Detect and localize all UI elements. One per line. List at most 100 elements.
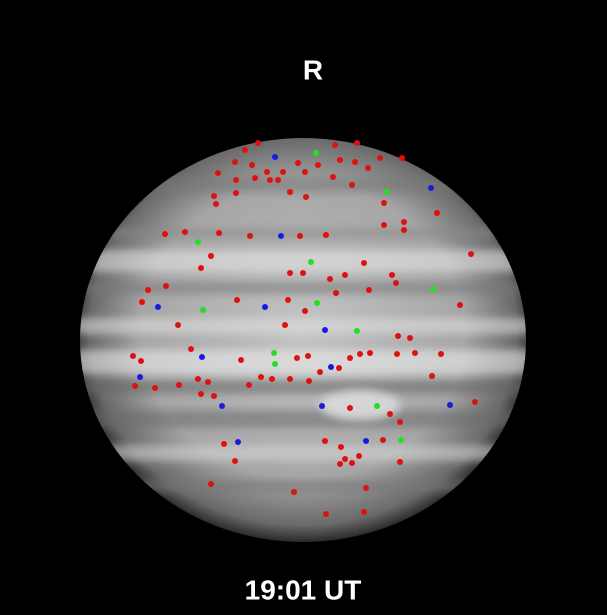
feature-dot <box>323 511 329 517</box>
feature-dot <box>328 364 334 370</box>
feature-dot <box>398 437 404 443</box>
jupiter-image: R 19:01 UT <box>0 0 607 615</box>
page: R 19:01 UT (() => { const data = JSON.pa… <box>0 0 607 615</box>
feature-dot <box>287 189 293 195</box>
feature-dot <box>349 460 355 466</box>
feature-dot <box>282 322 288 328</box>
feature-dot <box>429 373 435 379</box>
feature-dot <box>363 485 369 491</box>
feature-dot <box>294 355 300 361</box>
feature-dot <box>297 233 303 239</box>
feature-dot <box>303 194 309 200</box>
feature-dot <box>233 177 239 183</box>
feature-dot <box>188 346 194 352</box>
feature-dot <box>285 297 291 303</box>
feature-dot <box>472 399 478 405</box>
feature-dot <box>315 162 321 168</box>
feature-dot <box>271 350 277 356</box>
feature-dot <box>234 297 240 303</box>
feature-dot <box>399 155 405 161</box>
feature-dot <box>287 376 293 382</box>
feature-dot <box>361 260 367 266</box>
feature-dot <box>291 489 297 495</box>
feature-dot <box>198 391 204 397</box>
feature-dot <box>330 174 336 180</box>
feature-dot <box>249 162 255 168</box>
feature-dot <box>267 177 273 183</box>
feature-dot <box>354 328 360 334</box>
feature-dot <box>430 286 436 292</box>
feature-dot <box>232 458 238 464</box>
feature-dot <box>361 509 367 515</box>
feature-dot <box>397 459 403 465</box>
feature-dot <box>233 190 239 196</box>
feature-dot <box>313 150 319 156</box>
feature-dot <box>401 227 407 233</box>
feature-dot <box>308 259 314 265</box>
feature-dot <box>367 350 373 356</box>
feature-dot <box>200 307 206 313</box>
feature-dot <box>211 393 217 399</box>
feature-dot <box>389 272 395 278</box>
feature-dot <box>182 229 188 235</box>
feature-dot <box>175 322 181 328</box>
feature-dot <box>138 358 144 364</box>
feature-dot <box>337 157 343 163</box>
feature-dot <box>468 251 474 257</box>
feature-dot <box>457 302 463 308</box>
feature-dot <box>352 159 358 165</box>
feature-dot <box>130 353 136 359</box>
feature-dot <box>306 378 312 384</box>
feature-dot <box>205 379 211 385</box>
feature-dot <box>195 239 201 245</box>
feature-dot <box>213 201 219 207</box>
feature-dot <box>264 169 270 175</box>
feature-dot <box>337 461 343 467</box>
feature-dot <box>381 200 387 206</box>
feature-dot <box>380 437 386 443</box>
feature-dot <box>322 327 328 333</box>
feature-dot <box>139 299 145 305</box>
feature-dot <box>397 419 403 425</box>
feature-dot <box>280 169 286 175</box>
feature-dot <box>357 351 363 357</box>
feature-dot <box>305 353 311 359</box>
feature-dot <box>199 354 205 360</box>
feature-dot <box>401 219 407 225</box>
feature-dot <box>238 357 244 363</box>
feature-dot <box>314 300 320 306</box>
feature-dot <box>354 140 360 146</box>
feature-dot <box>221 441 227 447</box>
feature-dot <box>393 280 399 286</box>
feature-dot <box>319 403 325 409</box>
feature-dot <box>338 444 344 450</box>
feature-dot <box>195 376 201 382</box>
feature-dot <box>323 232 329 238</box>
feature-dot <box>232 159 238 165</box>
feature-dot <box>384 189 390 195</box>
feature-dot <box>365 165 371 171</box>
feature-dot <box>132 383 138 389</box>
feature-dot <box>275 177 281 183</box>
feature-dot <box>252 175 258 181</box>
feature-dot <box>366 287 372 293</box>
feature-dot <box>387 411 393 417</box>
feature-dot <box>219 403 225 409</box>
feature-dot <box>145 287 151 293</box>
feature-dot <box>198 265 204 271</box>
feature-dot <box>342 456 348 462</box>
feature-dot <box>302 308 308 314</box>
feature-dot <box>176 382 182 388</box>
feature-dot <box>155 304 161 310</box>
feature-dot <box>317 369 323 375</box>
feature-dot <box>447 402 453 408</box>
feature-dot <box>438 351 444 357</box>
feature-dot <box>395 333 401 339</box>
feature-dot <box>332 142 338 148</box>
feature-dot <box>278 233 284 239</box>
feature-dot <box>235 439 241 445</box>
feature-dot <box>163 283 169 289</box>
feature-dot <box>272 154 278 160</box>
feature-dot <box>215 170 221 176</box>
feature-dot <box>349 182 355 188</box>
